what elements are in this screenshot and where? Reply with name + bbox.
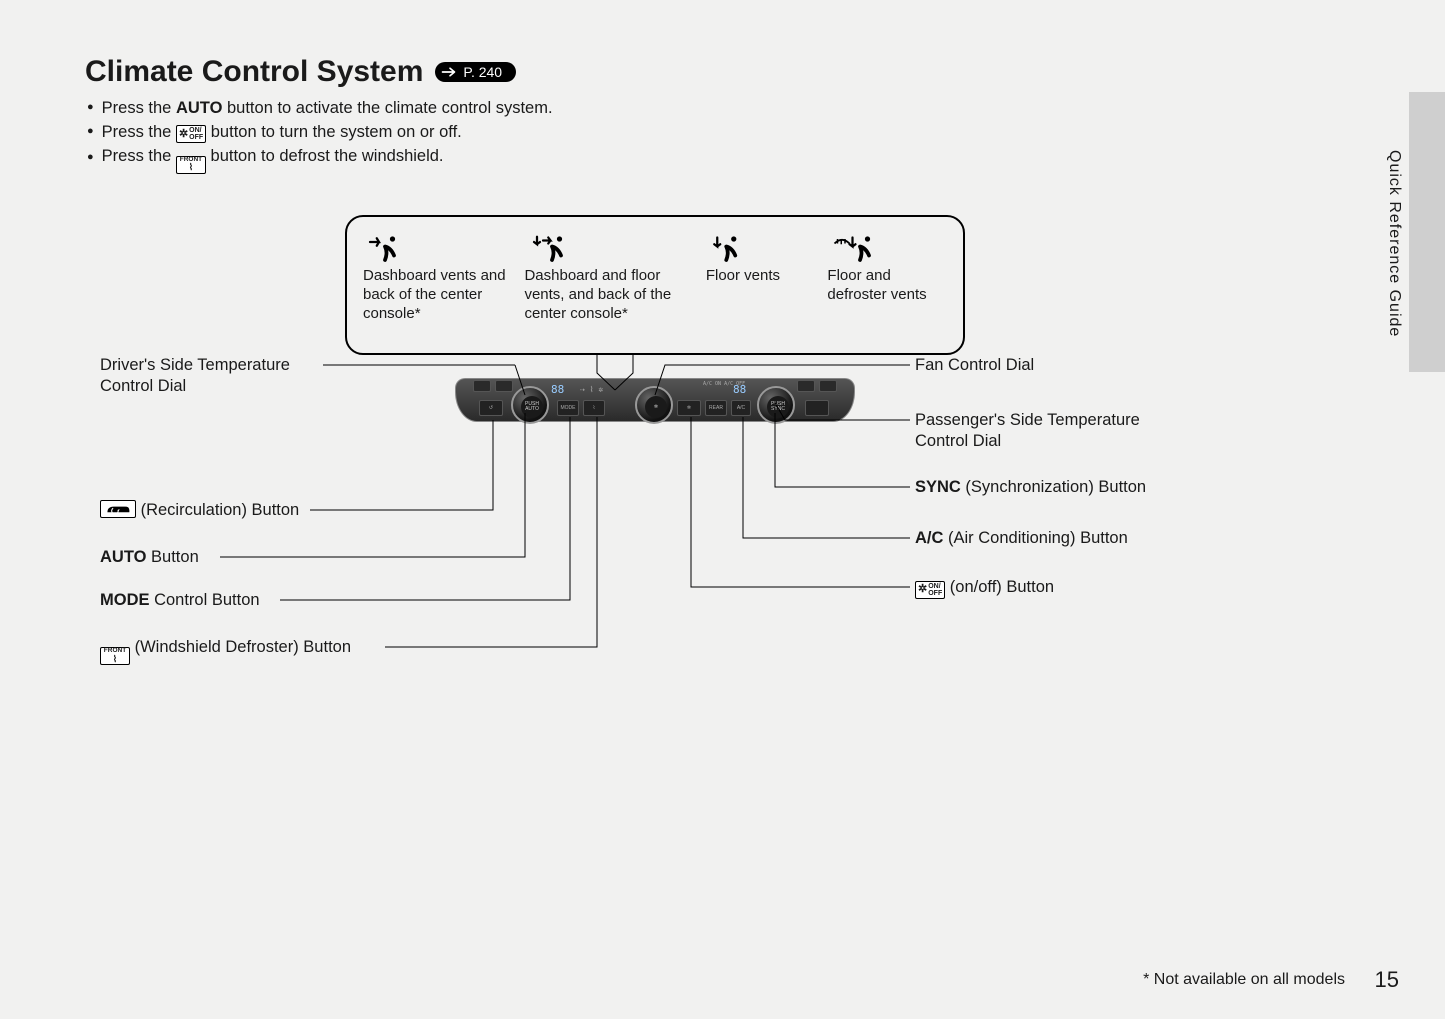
text: (on/off) Button — [945, 578, 1054, 596]
t: PUSH SYNC — [767, 396, 789, 418]
side-tab-bg — [1409, 92, 1445, 372]
t: OFF — [928, 590, 942, 597]
panel-driver-dial: PUSH AUTO — [511, 386, 549, 424]
text: Press the — [102, 147, 176, 165]
label-fan-dial: Fan Control Dial — [915, 355, 1034, 376]
panel-display-left: 88 — [551, 382, 564, 396]
panel-front-btn: ⌇ — [583, 400, 605, 416]
panel-mode-btn: MODE — [557, 400, 579, 416]
text: button to defrost the windshield. — [206, 147, 444, 165]
panel-display-right: 88 — [733, 382, 746, 396]
page-content: Climate Control System P. 240 Press the … — [85, 55, 1365, 174]
text: (Recirculation) Button — [136, 501, 299, 519]
control-panel-graphic: 88 A/C ON A/C OFF 88 ⇢ ⌇ ✲ PUSH AUTO ✲ P… — [455, 370, 855, 430]
label-driver-dial: Driver's Side Temperature Control Dial — [100, 355, 320, 398]
vent-callout-box: Dashboard vents and back of the center c… — [345, 215, 965, 355]
fan-icon: ✲ — [918, 584, 927, 595]
t: Control Button — [150, 591, 260, 609]
page-number: 15 — [1375, 967, 1399, 993]
side-tab-label: Quick Reference Guide — [1385, 150, 1403, 337]
instruction-list: Press the AUTO button to activate the cl… — [87, 97, 1365, 174]
label-pass-dial: Passenger's Side Temperature Control Dia… — [915, 410, 1175, 453]
text: button to turn the system on or off. — [206, 123, 462, 141]
t: AUTO — [100, 548, 146, 566]
t: (Air Conditioning) Button — [943, 529, 1127, 547]
t: (Synchronization) Button — [961, 478, 1146, 496]
panel-seat-btn-l1 — [473, 380, 491, 392]
t: Button — [146, 548, 198, 566]
vent-label: Dashboard vents and back of the center c… — [363, 267, 512, 323]
vent-dashboard-floor: Dashboard and floor vents, and back of t… — [524, 229, 693, 345]
panel-fan-dial: ✲ — [635, 386, 673, 424]
title-row: Climate Control System P. 240 — [85, 55, 1365, 89]
vent-label: Dashboard and floor vents, and back of t… — [524, 267, 693, 323]
label-onoff: ✲ON/OFF (on/off) Button — [915, 577, 1054, 599]
page-reference-text: P. 240 — [463, 64, 502, 80]
auto-word: AUTO — [176, 99, 222, 117]
t: 88 — [551, 383, 564, 396]
panel-seat-btn-l2 — [495, 380, 513, 392]
panel-passenger-dial: PUSH SYNC — [757, 386, 795, 424]
vent-floor: Floor vents — [706, 229, 816, 345]
label-mode: MODE Control Button — [100, 590, 260, 611]
text: (Windshield Defroster) Button — [130, 638, 351, 656]
vent-floor-defrost: Floor and defroster vents — [827, 229, 947, 345]
instruction-3: Press the FRONT⌇ button to defrost the w… — [87, 145, 1365, 174]
panel-recirc-btn: ↺ — [479, 400, 503, 416]
panel-seat-btn-r2 — [819, 380, 837, 392]
recirc-icon — [100, 500, 136, 518]
text: Press the — [102, 123, 176, 141]
panel-extra-btn — [805, 400, 829, 416]
t: ⌇ — [113, 655, 117, 664]
page-title: Climate Control System — [85, 55, 423, 89]
label-auto: AUTO Button — [100, 547, 199, 568]
label-defrost: FRONT⌇ (Windshield Defroster) Button — [100, 637, 351, 665]
instruction-2: Press the ✲ON/OFF button to turn the sys… — [87, 121, 1365, 145]
t: OFF — [189, 134, 203, 141]
fan-icon: ✲ — [179, 129, 188, 140]
front-defrost-icon: FRONT⌇ — [176, 156, 206, 174]
fan-icon: ✲ — [645, 396, 667, 418]
vent-floor-defrost-icon — [827, 229, 881, 263]
onoff-icon: ✲ON/OFF — [915, 581, 945, 599]
instruction-1: Press the AUTO button to activate the cl… — [87, 97, 1365, 121]
diagram-area: Dashboard vents and back of the center c… — [85, 195, 1365, 715]
vent-label: Floor vents — [706, 267, 780, 286]
panel-onoff-btn: ✲ — [677, 400, 701, 416]
text: button to activate the climate control s… — [222, 99, 552, 117]
t: ON/ — [928, 583, 942, 590]
label-sync: SYNC (Synchronization) Button — [915, 477, 1146, 498]
t: PUSH AUTO — [521, 396, 543, 418]
t: ON/ — [189, 127, 203, 134]
vent-dashboard-floor-icon — [524, 229, 574, 263]
panel-rear-btn: REAR — [705, 400, 727, 416]
label-recirc: (Recirculation) Button — [100, 500, 299, 521]
t: 88 — [733, 383, 746, 396]
footnote: * Not available on all models — [1143, 971, 1345, 989]
panel-mode-icons: ⇢ ⌇ ✲ — [580, 382, 603, 396]
t: SYNC — [915, 478, 961, 496]
vent-label: Floor and defroster vents — [827, 267, 947, 305]
t: MODE — [100, 591, 150, 609]
onoff-icon: ✲ON/OFF — [176, 125, 206, 143]
vent-floor-icon — [706, 229, 748, 263]
front-defrost-icon: FRONT⌇ — [100, 647, 130, 665]
t: ⌇ — [189, 163, 193, 172]
vent-dashboard-icon — [363, 229, 407, 263]
label-ac: A/C (Air Conditioning) Button — [915, 528, 1128, 549]
panel-seat-btn-r1 — [797, 380, 815, 392]
t: A/C — [915, 529, 943, 547]
page-reference-badge: P. 240 — [435, 62, 516, 82]
vent-dashboard: Dashboard vents and back of the center c… — [363, 229, 512, 345]
panel-ac-btn: A/C — [731, 400, 751, 416]
text: Press the — [102, 99, 176, 117]
